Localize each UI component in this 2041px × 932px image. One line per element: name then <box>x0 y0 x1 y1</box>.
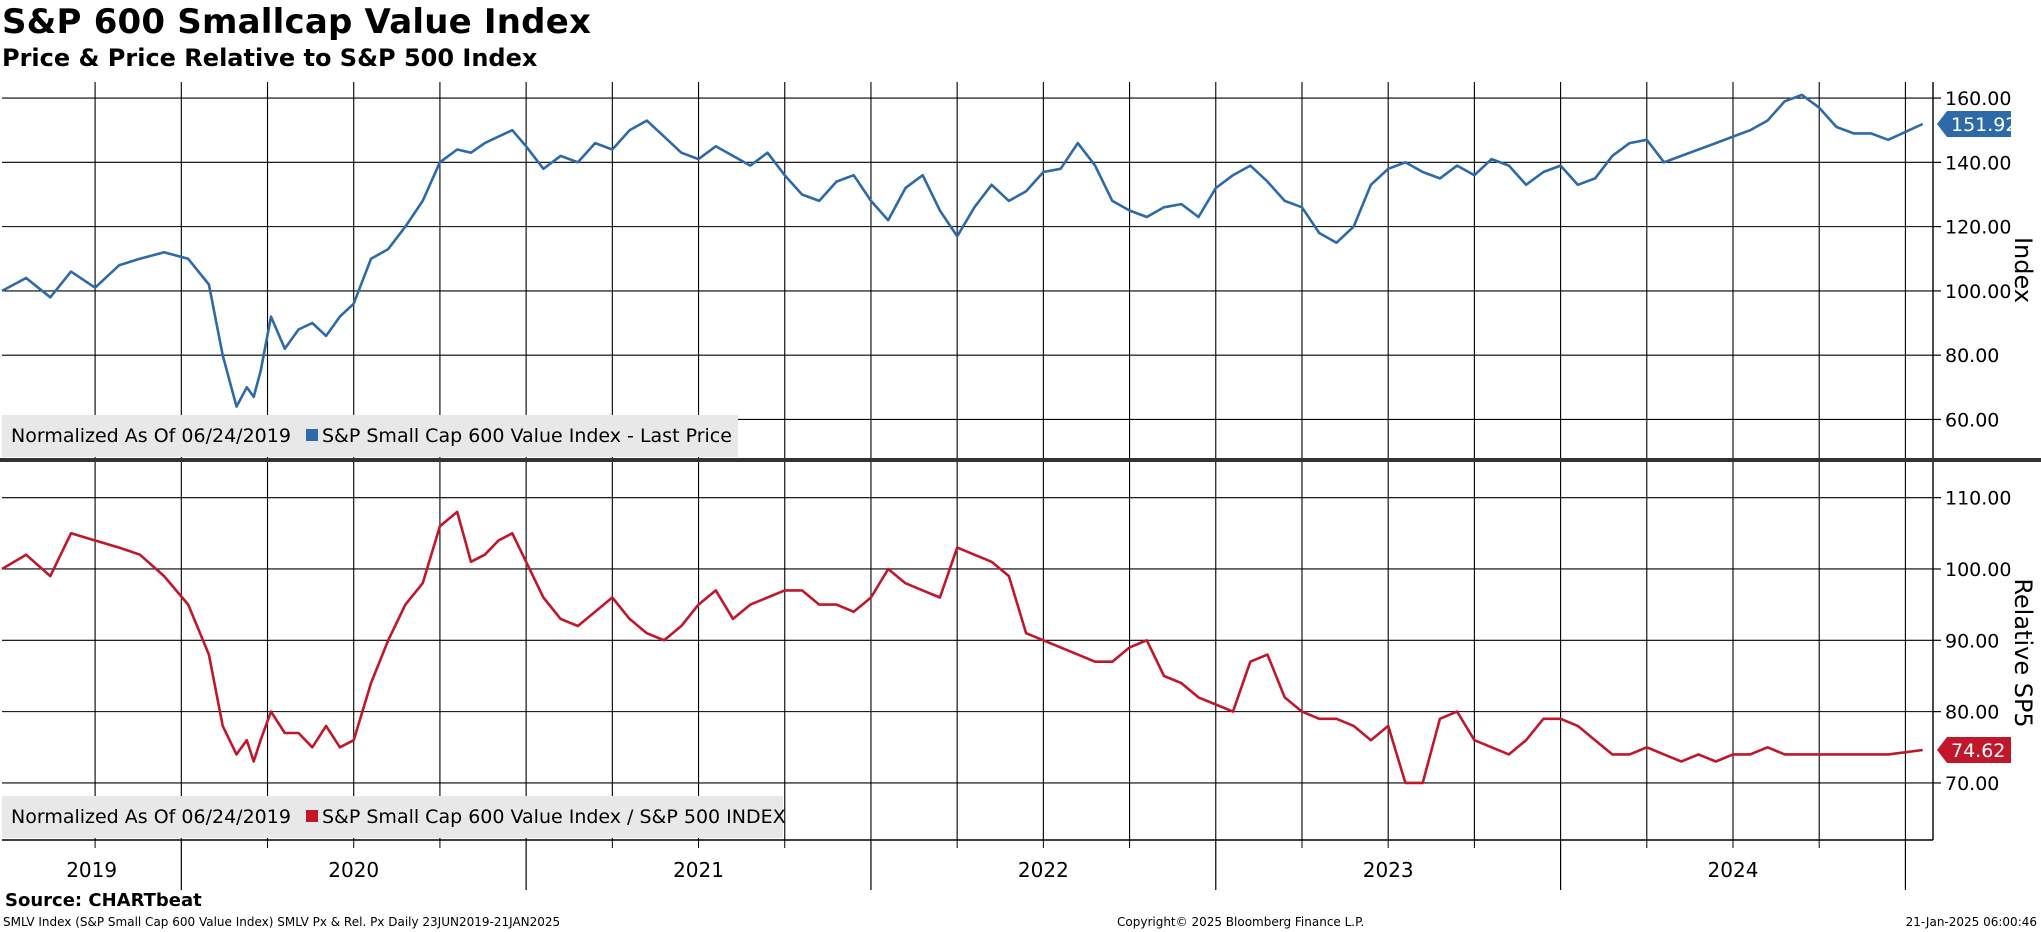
series-line-relative <box>1 510 1923 785</box>
timestamp: 21-Jan-2025 06:00:46 <box>1905 915 2037 929</box>
y-tick-label: 120.00 <box>1945 217 2011 239</box>
relative-axis-title: Relative SP5 <box>2009 578 2037 727</box>
x-year-label: 2022 <box>1018 858 1069 882</box>
chart-title: S&P 600 Smallcap Value Index <box>2 2 592 42</box>
y-tick-label: 70.00 <box>1945 773 1999 795</box>
y-tick-label: 140.00 <box>1945 152 2011 174</box>
relative-last-value-tag: 74.62 <box>1937 736 2011 763</box>
price-legend-prefix: Normalized As Of 06/24/2019 <box>11 425 291 447</box>
series-layer <box>1 93 1924 785</box>
y-tick-label: 100.00 <box>1945 559 2011 581</box>
relative-legend: Normalized As Of 06/24/2019 S&P Small Ca… <box>2 796 786 838</box>
price-legend-label: S&P Small Cap 600 Value Index - Last Pri… <box>322 425 732 447</box>
relative-legend-prefix: Normalized As Of 06/24/2019 <box>11 806 291 828</box>
copyright: Copyright© 2025 Bloomberg Finance L.P. <box>1117 915 1365 929</box>
y-tick-label: 110.00 <box>1945 488 2011 510</box>
relative-legend-label: S&P Small Cap 600 Value Index / S&P 500 … <box>322 806 786 828</box>
x-year-label: 2020 <box>328 858 379 882</box>
axis-layer: 60.00 80.00 100.00 120.00 140.00 160.00 70.00 8… <box>0 82 2041 890</box>
series-line-price <box>1 93 1924 408</box>
x-year-label: 2019 <box>66 858 117 882</box>
y-tick-label: 60.00 <box>1945 409 1999 431</box>
price-legend-bg <box>2 415 738 457</box>
y-tick-label: 80.00 <box>1945 702 1999 724</box>
ticker-info: SMLV Index (S&P Small Cap 600 Value Inde… <box>3 915 561 929</box>
price-legend-swatch <box>306 429 318 441</box>
y-tick-label: 160.00 <box>1945 88 2011 110</box>
price-axis-title: Index <box>2009 237 2037 303</box>
price-last-value-label: 151.92 <box>1951 114 2017 136</box>
price-last-value-tag: 151.92 <box>1937 111 2017 138</box>
x-year-label: 2024 <box>1708 858 1759 882</box>
relative-last-value-label: 74.62 <box>1951 740 2005 762</box>
y-tick-label: 90.00 <box>1945 630 1999 652</box>
y-tick-label: 80.00 <box>1945 345 1999 367</box>
price-legend: Normalized As Of 06/24/2019 S&P Small Ca… <box>2 415 738 457</box>
relative-last-value-marker <box>1937 736 2011 763</box>
x-year-label: 2021 <box>673 858 724 882</box>
x-year-label: 2023 <box>1363 858 1414 882</box>
source-note: Source: CHARTbeat <box>5 890 202 911</box>
relative-legend-bg <box>2 796 783 838</box>
grid-layer <box>2 82 1933 840</box>
relative-legend-swatch <box>306 810 318 822</box>
chart-subtitle: Price & Price Relative to S&P 500 Index <box>2 44 538 72</box>
y-tick-label: 100.00 <box>1945 281 2011 303</box>
price-last-value-marker <box>1937 111 2011 138</box>
